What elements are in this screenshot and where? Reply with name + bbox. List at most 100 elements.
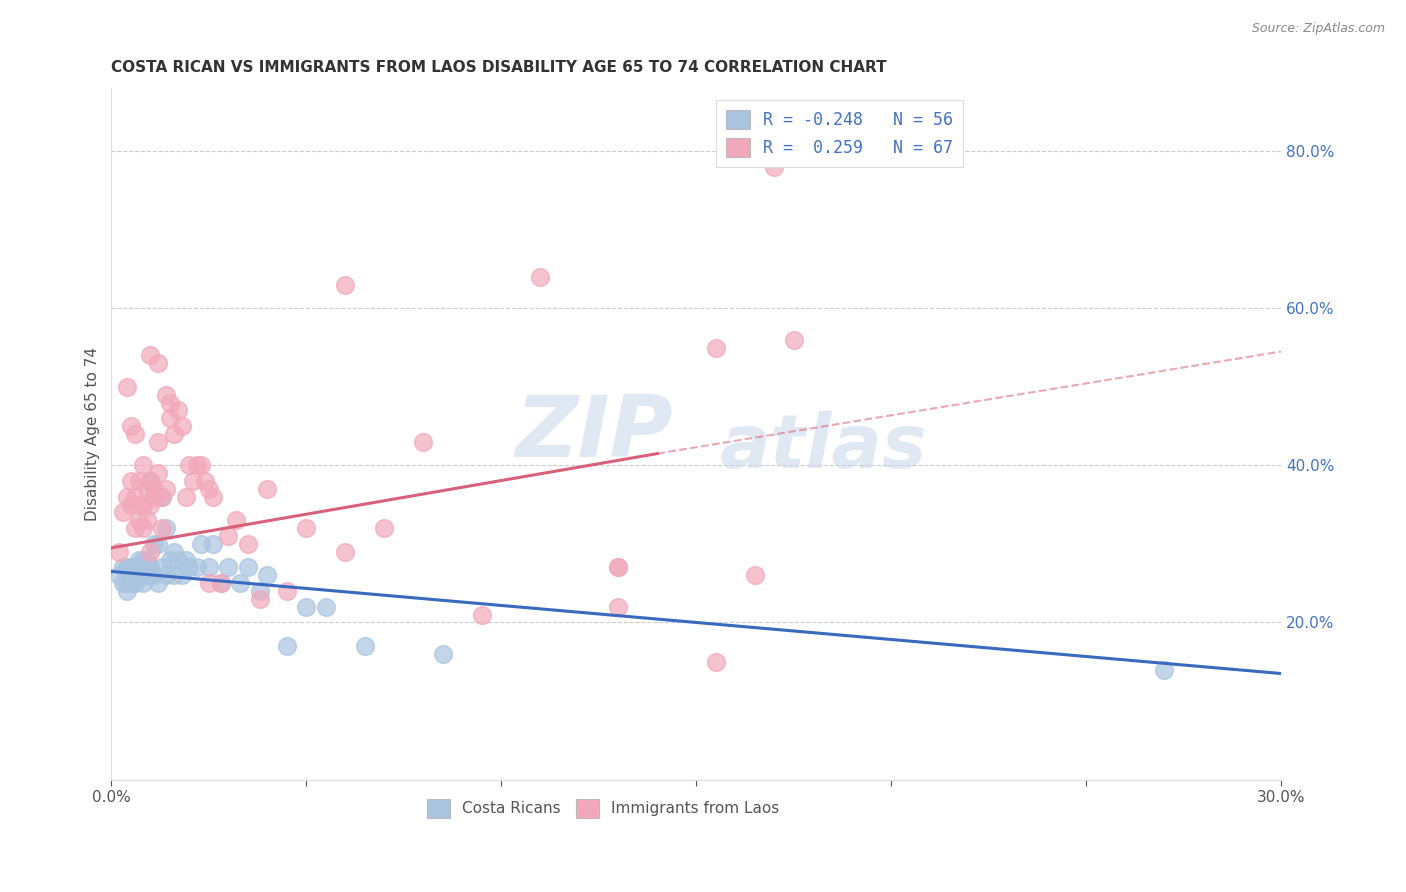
Point [170,568,193,582]
Point [124,521,146,535]
Point [150,490,173,504]
Point [335,277,357,292]
Point [607,560,630,574]
Point [108,545,131,559]
Point [112,560,135,574]
Point [471,607,494,622]
Point [744,568,766,582]
Point [131,521,153,535]
Point [607,599,630,614]
Point [529,269,551,284]
Point [135,568,157,582]
Text: ZIP: ZIP [516,392,673,475]
Point [217,560,239,574]
Point [124,568,146,582]
Point [159,395,181,409]
Point [120,498,142,512]
Point [120,419,142,434]
Point [148,576,170,591]
Point [124,576,146,591]
Point [315,599,337,614]
Point [128,560,150,574]
Point [120,576,142,591]
Text: COSTA RICAN VS IMMIGRANTS FROM LAOS DISABILITY AGE 65 TO 74 CORRELATION CHART: COSTA RICAN VS IMMIGRANTS FROM LAOS DISA… [111,60,887,75]
Point [276,639,298,653]
Point [131,552,153,566]
Point [174,552,197,566]
Point [120,568,142,582]
Point [209,576,232,591]
Point [150,490,173,504]
Point [249,584,271,599]
Legend: Costa Ricans, Immigrants from Laos: Costa Ricans, Immigrants from Laos [420,793,785,824]
Point [139,560,162,574]
Point [432,647,454,661]
Y-axis label: Disability Age 65 to 74: Disability Age 65 to 74 [86,347,100,521]
Text: Source: ZipAtlas.com: Source: ZipAtlas.com [1251,22,1385,36]
Point [217,529,239,543]
Point [131,576,153,591]
Point [163,426,186,441]
Point [124,426,146,441]
Point [120,474,142,488]
Point [295,599,318,614]
Point [194,474,217,488]
Point [115,584,138,599]
Point [198,482,221,496]
Point [704,655,727,669]
Point [249,591,271,606]
Point [1153,663,1175,677]
Point [174,490,197,504]
Point [256,568,278,582]
Point [181,474,204,488]
Point [112,506,135,520]
Point [143,537,166,551]
Point [276,584,298,599]
Point [166,552,188,566]
Point [354,639,377,653]
Point [229,576,252,591]
Point [150,521,173,535]
Point [139,348,162,362]
Text: atlas: atlas [720,411,928,484]
Point [120,560,142,574]
Point [148,356,170,370]
Point [139,568,162,582]
Point [148,467,170,481]
Point [159,552,181,566]
Point [225,513,247,527]
Point [607,560,630,574]
Point [115,490,138,504]
Point [179,458,201,473]
Point [128,498,150,512]
Point [148,434,170,449]
Point [139,474,162,488]
Point [201,490,224,504]
Point [143,490,166,504]
Point [148,537,170,551]
Point [166,403,188,417]
Point [763,160,786,174]
Point [128,568,150,582]
Point [236,537,259,551]
Point [155,568,177,582]
Point [131,560,153,574]
Point [108,568,131,582]
Point [150,560,173,574]
Point [143,482,166,496]
Point [143,568,166,582]
Point [115,560,138,574]
Point [198,560,221,574]
Point [163,545,186,559]
Point [159,411,181,425]
Point [155,521,177,535]
Point [115,576,138,591]
Point [335,545,357,559]
Point [373,521,395,535]
Point [135,513,157,527]
Point [256,482,278,496]
Point [163,568,186,582]
Point [704,341,727,355]
Point [190,537,212,551]
Point [112,576,135,591]
